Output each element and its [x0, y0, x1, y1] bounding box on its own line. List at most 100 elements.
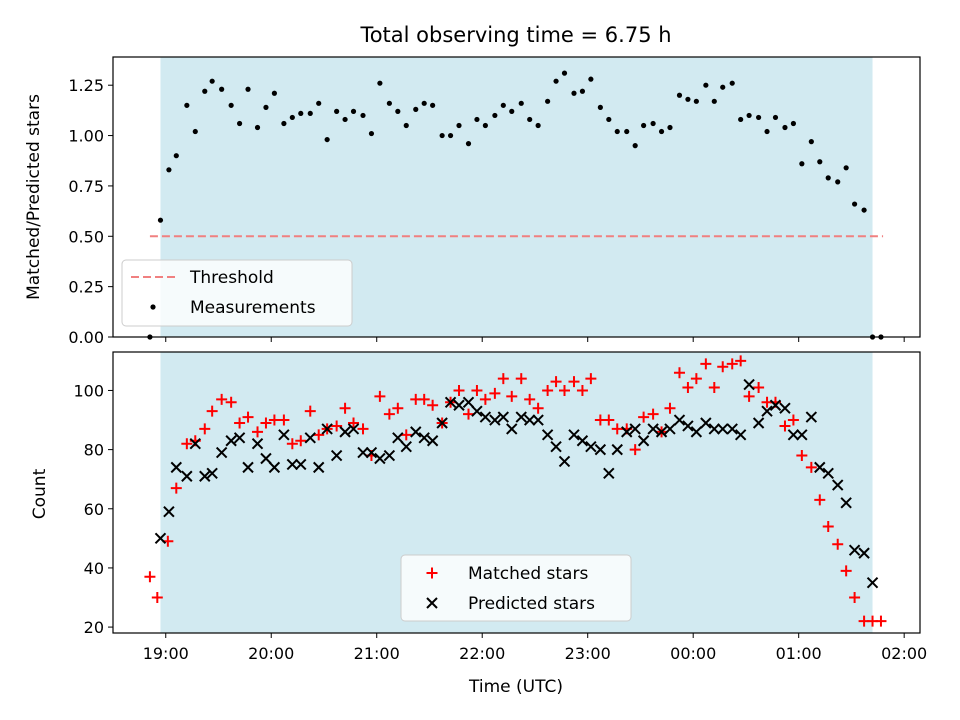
measurement-point — [641, 122, 647, 129]
measurement-point — [368, 130, 375, 137]
predicted-star-point — [312, 461, 325, 474]
matched-star-point — [753, 381, 765, 393]
top-legend: Threshold Measurements — [121, 259, 353, 327]
predicted-star-point — [585, 440, 597, 453]
measurement-point — [509, 108, 515, 114]
legend-predicted-label: Predicted stars — [468, 594, 595, 614]
predicted-star-point — [304, 432, 316, 444]
measurement-point — [561, 70, 568, 76]
matched-star-point — [286, 438, 298, 450]
measurement-point — [676, 92, 683, 98]
predicted-star-point — [629, 423, 641, 435]
matched-star-point — [647, 408, 659, 420]
bottom-y-axis-label: Count — [30, 468, 50, 519]
legend-matched-swatch — [426, 567, 438, 579]
predicted-star-point — [523, 414, 536, 426]
top-panel: 0.00 0.25 0.50 0.75 1.00 1.25 Threshold Measure… — [68, 56, 921, 347]
measurement-point — [377, 80, 383, 86]
measurement-point — [527, 116, 533, 123]
top-y-tick-label: 0.00 — [68, 328, 104, 347]
measurement-point — [307, 110, 313, 117]
predicted-star-point — [822, 467, 834, 479]
measurement-point — [324, 136, 330, 143]
measurement-point — [403, 122, 409, 129]
measurement-point — [579, 88, 586, 94]
measurement-point — [350, 108, 357, 114]
matched-star-point — [225, 396, 237, 408]
matched-star-point — [453, 384, 465, 396]
predicted-star-point — [576, 435, 589, 447]
predicted-star-point — [682, 420, 694, 432]
measurement-point — [500, 102, 506, 108]
predicted-star-point — [594, 443, 607, 456]
measurement-point — [254, 124, 261, 131]
predicted-star-point — [339, 426, 351, 438]
measurement-point — [360, 112, 366, 119]
measurement-point — [851, 201, 858, 207]
measurement-point — [245, 86, 251, 92]
predicted-star-point — [462, 396, 475, 408]
measurement-point — [545, 98, 551, 104]
measurement-point — [482, 122, 488, 129]
matched-star-point — [743, 390, 755, 402]
predicted-star-point — [779, 402, 791, 414]
measurement-point — [685, 96, 691, 102]
x-tick-label: 00:00 — [670, 644, 716, 663]
matched-star-point — [708, 381, 720, 393]
predicted-star-point — [453, 399, 465, 411]
measurement-point — [843, 165, 849, 171]
measurement-point — [658, 128, 665, 135]
predicted-star-point — [611, 443, 623, 456]
measurement-point — [281, 120, 287, 127]
predicted-star-point — [268, 461, 281, 474]
predicted-star-point — [365, 446, 378, 459]
predicted-star-point — [357, 446, 369, 459]
top-y-tick-label: 0.25 — [68, 278, 104, 297]
measurement-point — [430, 102, 436, 108]
predicted-star-point — [154, 532, 167, 545]
predicted-star-point — [734, 429, 747, 441]
predicted-star-point — [664, 423, 676, 435]
matched-star-point — [690, 373, 702, 385]
predicted-star-point — [471, 405, 483, 417]
matched-star-point — [268, 414, 280, 426]
predicted-star-point — [637, 435, 650, 447]
measurement-point — [263, 104, 269, 110]
matched-star-point — [603, 414, 615, 426]
top-y-tick-label: 1.00 — [68, 127, 104, 146]
predicted-star-point — [708, 423, 721, 435]
measurement-point — [166, 167, 172, 173]
matched-star-point — [515, 373, 527, 385]
predicted-star-point — [426, 435, 439, 447]
bottom-y-tick-label: 100 — [73, 381, 104, 400]
measurement-point — [817, 159, 823, 165]
predicted-star-point — [558, 455, 571, 468]
measurement-point — [413, 106, 419, 112]
predicted-star-point — [215, 446, 228, 459]
matched-star-point — [260, 417, 272, 429]
matched-star-point — [400, 429, 412, 441]
measurement-point — [474, 116, 480, 123]
measurement-point — [202, 88, 208, 94]
x-axis-label: Time (UTC) — [468, 677, 563, 697]
matched-star-point — [331, 420, 343, 432]
measurement-point — [764, 128, 770, 135]
predicted-star-point — [858, 547, 870, 559]
legend-matched-label: Matched stars — [468, 564, 588, 584]
predicted-star-point — [392, 432, 404, 444]
matched-star-point — [463, 408, 475, 420]
predicted-star-point — [321, 423, 333, 435]
bottom-y-tick-label: 40 — [84, 559, 104, 578]
matched-star-point — [427, 399, 439, 411]
predicted-star-point — [199, 470, 211, 482]
matched-star-point — [392, 402, 404, 414]
measurement-point — [825, 175, 831, 181]
x-tick-label: 23:00 — [565, 644, 611, 663]
measurement-point — [518, 100, 524, 106]
measurement-point — [228, 102, 234, 108]
matched-star-point — [278, 414, 290, 426]
measurement-point — [772, 114, 779, 121]
measurement-point — [835, 179, 841, 185]
measurement-point — [756, 114, 762, 121]
measurement-point — [632, 143, 638, 149]
